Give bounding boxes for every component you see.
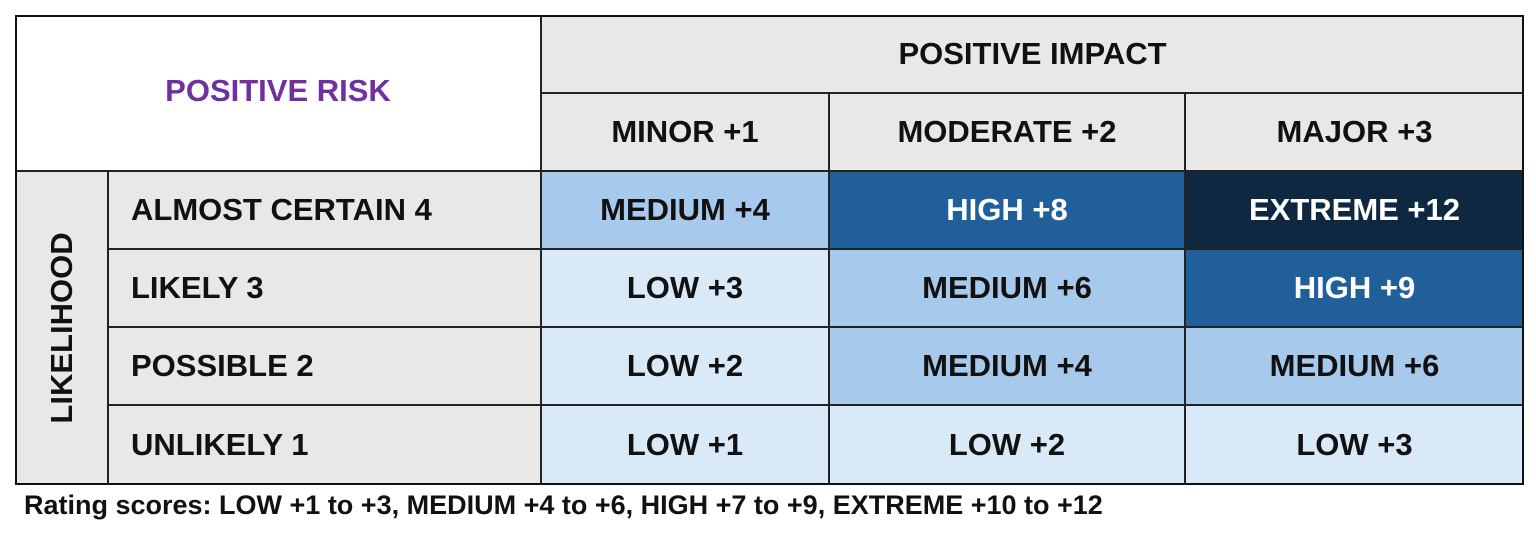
rating-cell: LOW +3 <box>1185 405 1524 485</box>
rating-cell: LOW +2 <box>541 327 829 405</box>
likelihood-label: LIKELIHOOD <box>43 232 79 424</box>
rating-cell: MEDIUM +6 <box>829 249 1185 327</box>
footnote: Rating scores: LOW +1 to +3, MEDIUM +4 t… <box>24 490 1103 520</box>
corner-cell: POSITIVE RISK <box>15 15 541 171</box>
impact-header: POSITIVE IMPACT <box>541 15 1524 93</box>
rating-cell: LOW +3 <box>541 249 829 327</box>
likelihood-level: LIKELY 3 <box>108 249 541 327</box>
rating-cell: HIGH +9 <box>1185 249 1524 327</box>
rating-cell: LOW +2 <box>829 405 1185 485</box>
impact-level: MINOR +1 <box>541 93 829 171</box>
rating-cell: MEDIUM +4 <box>541 171 829 249</box>
rating-cell: HIGH +8 <box>829 171 1185 249</box>
likelihood-level: ALMOST CERTAIN 4 <box>108 171 541 249</box>
rating-cell: EXTREME +12 <box>1185 171 1524 249</box>
rating-cell: MEDIUM +6 <box>1185 327 1524 405</box>
likelihood-level: POSSIBLE 2 <box>108 327 541 405</box>
impact-level: MODERATE +2 <box>829 93 1185 171</box>
likelihood-level: UNLIKELY 1 <box>108 405 541 485</box>
impact-level: MAJOR +3 <box>1185 93 1524 171</box>
rating-cell: MEDIUM +4 <box>829 327 1185 405</box>
rating-cell: LOW +1 <box>541 405 829 485</box>
likelihood-header: LIKELIHOOD <box>15 171 108 485</box>
